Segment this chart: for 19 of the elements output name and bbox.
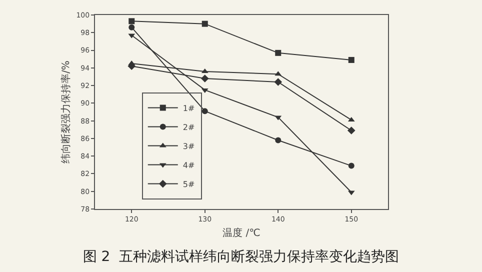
text: 图 2 五种滤料试样纬向断裂强力保持率变化趋势图	[82, 249, 400, 266]
point	[128, 24, 135, 30]
x-axis-title: 温度 /℃	[222, 226, 260, 239]
point	[200, 74, 209, 82]
point	[347, 126, 356, 134]
point	[202, 20, 208, 27]
point	[128, 18, 135, 24]
point	[275, 137, 282, 144]
legend-label: 3#	[182, 142, 195, 151]
legend-label: 4#	[182, 160, 195, 170]
y-axis-title: 纬向断裂强力保持率/%	[60, 60, 72, 164]
point	[274, 78, 282, 86]
legend-label: 2#	[182, 122, 195, 132]
point	[348, 162, 354, 169]
point	[275, 50, 282, 56]
legend-label: 1#	[182, 104, 195, 113]
point	[202, 108, 208, 114]
legend-label: 5#	[182, 180, 195, 189]
point	[348, 56, 354, 63]
